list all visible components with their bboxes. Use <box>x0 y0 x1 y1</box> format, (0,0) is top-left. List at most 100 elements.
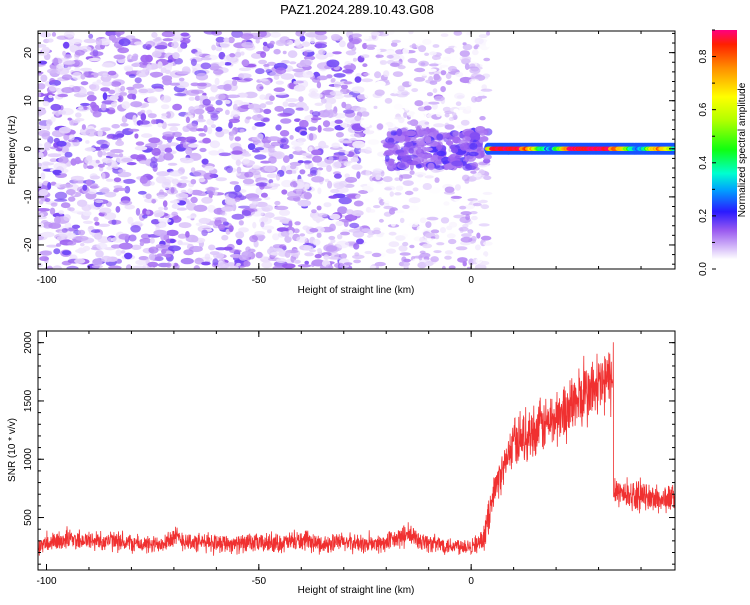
heatmap-cell <box>77 247 85 254</box>
heatmap-cell <box>243 260 251 267</box>
heatmap-cell <box>279 130 290 137</box>
heatmap-cell <box>203 172 214 180</box>
heatmap-cell <box>337 206 348 215</box>
heatmap-cell <box>62 250 71 256</box>
heatmap-cell <box>428 76 434 82</box>
heatmap-cell <box>304 183 310 190</box>
heatmap-cell <box>140 109 146 114</box>
heatmap-cell <box>315 34 328 41</box>
heatmap-xtick-label: -50 <box>252 275 267 286</box>
heatmap-cell <box>38 143 43 147</box>
heatmap-cell <box>54 198 68 202</box>
heatmap-cell <box>481 84 488 90</box>
heatmap-cell <box>47 68 58 74</box>
heatmap-cell <box>190 58 197 66</box>
heatmap-cell <box>46 244 59 248</box>
heatmap-cell <box>424 175 434 179</box>
heatmap-cell <box>56 243 62 247</box>
heatmap-cell <box>462 43 473 51</box>
heatmap-cell <box>402 48 410 55</box>
heatmap-cell <box>470 170 477 174</box>
heatmap-cell <box>201 261 211 266</box>
heatmap-cell <box>198 177 206 183</box>
heatmap-cell <box>38 130 51 137</box>
heatmap-cell <box>393 103 403 110</box>
heatmap-cell <box>153 38 161 42</box>
heatmap-cell <box>304 260 310 265</box>
heatmap-cell <box>157 218 172 223</box>
heatmap-cell <box>234 197 241 203</box>
heatmap-cell <box>478 34 488 39</box>
heatmap-cell <box>473 202 482 207</box>
heatmap-cell <box>468 258 475 266</box>
heatmap-cell <box>394 116 403 120</box>
heatmap-cell <box>389 191 394 198</box>
heatmap-cell <box>64 151 73 158</box>
heatmap-cell <box>229 181 239 185</box>
heatmap-xtick-label: -100 <box>36 275 56 286</box>
heatmap-cell <box>107 237 113 243</box>
heatmap-cell <box>328 235 336 240</box>
heatmap-cell <box>318 49 326 55</box>
heatmap-cell <box>330 33 341 41</box>
heatmap-cell <box>480 213 493 219</box>
heatmap-cell <box>207 126 213 135</box>
heatmap-cell <box>285 98 299 103</box>
heatmap-cell <box>238 205 251 209</box>
heatmap-cell <box>236 262 241 266</box>
heatmap-cell <box>48 222 62 229</box>
heatmap-cell <box>127 216 134 225</box>
heatmap-cell <box>411 258 418 266</box>
heatmap-cell <box>353 200 364 207</box>
heatmap-cell <box>461 174 470 182</box>
heatmap-cell <box>151 50 162 58</box>
heatmap-cell <box>272 151 285 160</box>
heatmap-cell <box>330 238 336 244</box>
heatmap-cell <box>462 261 467 267</box>
heatmap-cell <box>314 254 322 259</box>
heatmap-cell <box>418 45 427 53</box>
heatmap-cell <box>238 227 249 233</box>
heatmap-cell <box>68 134 75 141</box>
heatmap-cell <box>178 242 190 246</box>
heatmap-cell <box>272 233 280 241</box>
heatmap-cell <box>299 169 306 175</box>
heatmap-cell <box>180 257 194 265</box>
heatmap-cell <box>67 117 72 121</box>
heatmap-cell <box>56 140 67 147</box>
heatmap-cell <box>288 230 294 238</box>
heatmap-cell <box>273 248 284 252</box>
heatmap-cell <box>353 132 365 138</box>
heatmap-cell <box>284 235 292 243</box>
heatmap-cell <box>291 140 304 147</box>
colorbar-gradient <box>712 30 737 269</box>
heatmap-cell <box>399 217 405 224</box>
heatmap-cell <box>187 188 193 195</box>
heatmap-cell <box>132 265 147 269</box>
heatmap-cell <box>440 70 447 76</box>
heatmap-cell <box>373 205 381 209</box>
heatmap-cell <box>458 226 469 232</box>
heatmap-cell <box>101 151 107 156</box>
heatmap-cell <box>270 252 280 256</box>
heatmap-cell <box>459 55 472 62</box>
heatmap-cell <box>231 153 244 161</box>
heatmap-cell <box>260 51 267 58</box>
heatmap-cell <box>38 92 41 97</box>
heatmap-cell <box>168 245 181 252</box>
heatmap-cell <box>56 63 65 69</box>
heatmap-cell <box>337 234 343 240</box>
heatmap-cell <box>249 235 258 243</box>
heatmap-cell <box>311 176 325 183</box>
heatmap-cell <box>125 35 136 40</box>
snr-xtick-label: 0 <box>468 576 474 587</box>
heatmap-cell <box>148 137 161 144</box>
heatmap-cell <box>353 243 360 250</box>
heatmap-cell <box>189 109 196 115</box>
heatmap-cell <box>455 101 462 106</box>
heatmap-cell <box>462 163 473 171</box>
heatmap-cell <box>414 67 426 73</box>
heatmap-cell <box>188 143 199 148</box>
heatmap-cell <box>106 166 114 171</box>
heatmap-cell <box>38 188 49 197</box>
